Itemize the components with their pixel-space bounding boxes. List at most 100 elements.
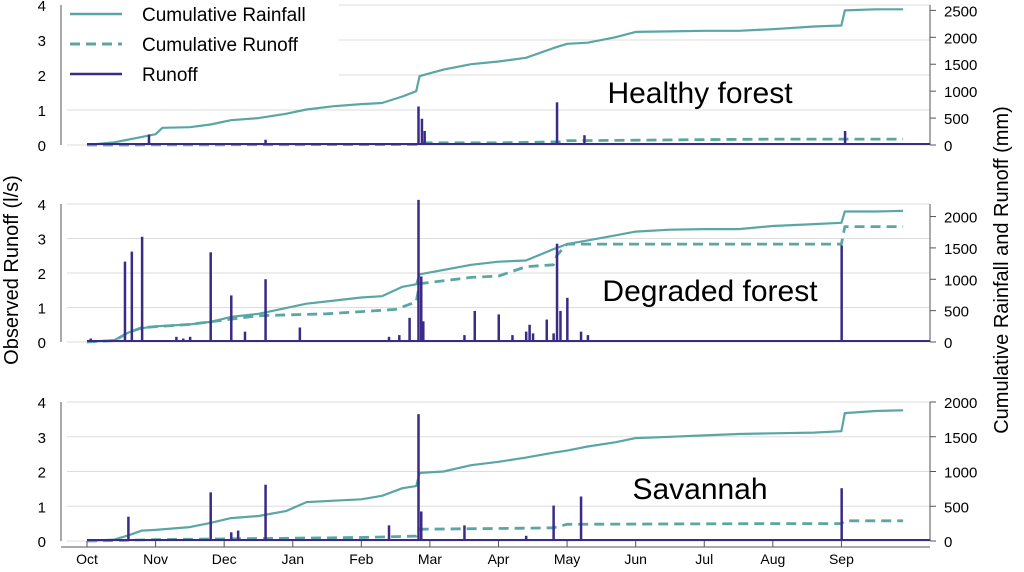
runoff-bar <box>840 488 843 541</box>
left-tick-label: 4 <box>38 0 46 15</box>
runoff-bar <box>243 331 247 342</box>
right-tick-label: 1000 <box>944 465 977 482</box>
left-tick-label: 0 <box>38 335 46 352</box>
runoff-bar <box>555 243 559 342</box>
runoff-bar <box>298 327 302 342</box>
x-tick-label: Dec <box>212 551 237 567</box>
panel-1: 0 1 2 3 4 0 500 1000 1500 2000 2500 Healthy forest <box>38 0 978 155</box>
runoff-bar <box>398 335 401 342</box>
x-tick-label: May <box>554 551 580 567</box>
runoff-bar <box>420 118 424 145</box>
x-tick-label: Jul <box>695 551 713 567</box>
cumulative-runoff-line <box>86 137 904 147</box>
legend-label: Runoff <box>142 65 198 86</box>
legend: Cumulative Rainfall Cumulative Runoff Runo… <box>63 0 339 98</box>
right-tick-label: 500 <box>944 304 969 321</box>
runoff-bar <box>387 525 391 541</box>
runoff-bar <box>408 317 411 342</box>
left-tick-label: 2 <box>38 465 46 482</box>
runoff-bar <box>230 532 233 541</box>
panel-3: 0 1 2 3 4 0 500 1000 1500 2000 Savannah <box>38 395 978 551</box>
x-axis: Oct Nov Dec Jan Feb Mar Apr May Jun Jul Aug Sep <box>61 541 930 567</box>
right-tick-label: 0 <box>944 534 952 551</box>
runoff-bar <box>127 516 130 541</box>
runoff-bar <box>188 336 192 342</box>
y-left-axis-label: Observed Runoff (l/s) <box>1 175 23 365</box>
x-tick-label: Oct <box>76 551 98 567</box>
x-tick-label: Sep <box>829 551 854 567</box>
runoff-bar <box>417 414 420 541</box>
runoff-bar <box>147 134 151 145</box>
runoff-bar <box>264 279 267 342</box>
cumulative-rainfall-line <box>86 409 904 543</box>
runoff-bar <box>209 492 212 541</box>
runoff-bar <box>497 314 500 342</box>
runoff-bar <box>511 335 514 342</box>
left-tick-label: 4 <box>38 395 46 412</box>
right-tick-label: 0 <box>944 335 952 352</box>
runoff-bar <box>531 333 535 342</box>
right-tick-label: 500 <box>944 499 969 516</box>
runoff-bar <box>559 310 562 342</box>
runoff-bar <box>387 336 391 342</box>
right-tick-label: 1500 <box>944 241 977 258</box>
panel-title: Degraded forest <box>602 275 818 308</box>
panel-title: Savannah <box>632 473 767 506</box>
right-tick-label: 0 <box>944 138 952 155</box>
legend-label: Cumulative Runoff <box>142 35 299 56</box>
runoff-bar <box>545 319 549 342</box>
x-tick-label: Feb <box>349 551 373 567</box>
runoff-bar <box>552 333 555 342</box>
legend-background <box>63 0 339 98</box>
x-tick-label: Aug <box>760 551 785 567</box>
x-tick-label: Jan <box>281 551 304 567</box>
runoff-bar <box>422 321 425 342</box>
right-tick-label: 2000 <box>944 30 977 47</box>
panel-title: Healthy forest <box>607 77 793 110</box>
runoff-bar <box>840 245 843 342</box>
right-tick-label: 2000 <box>944 395 977 412</box>
runoff-bar <box>524 535 528 541</box>
left-tick-label: 1 <box>38 499 46 516</box>
runoff-bar <box>417 199 420 342</box>
panel-2: 0 1 2 3 4 0 500 1000 1500 2000 Degraded forest <box>38 197 978 352</box>
runoff-bar <box>264 139 267 145</box>
runoff-bar <box>586 335 590 342</box>
x-tick-label: Nov <box>143 551 168 567</box>
runoff-bar <box>473 310 476 342</box>
left-tick-label: 2 <box>38 68 46 85</box>
y-right-axis-label: Cumulative Rainfall and Runoff (mm) <box>991 106 1013 434</box>
runoff-bar <box>130 251 134 342</box>
right-tick-label: 1000 <box>944 272 977 289</box>
runoff-bar <box>175 336 178 342</box>
runoff-bar <box>579 496 583 541</box>
left-tick-label: 3 <box>38 33 46 50</box>
runoff-bar <box>528 324 531 342</box>
left-tick-label: 3 <box>38 430 46 447</box>
runoff-bar <box>209 252 212 342</box>
runoff-bar <box>552 505 555 541</box>
right-tick-label: 1000 <box>944 84 977 101</box>
runoff-bar <box>230 295 233 342</box>
right-tick-label: 500 <box>944 111 969 128</box>
runoff-bar <box>566 297 569 342</box>
x-tick-label: Apr <box>488 551 510 567</box>
legend-label: Cumulative Rainfall <box>142 5 306 26</box>
right-tick-label: 1500 <box>944 430 977 447</box>
runoff-bar <box>463 335 466 342</box>
runoff-bar <box>423 131 426 145</box>
right-tick-label: 1500 <box>944 57 977 74</box>
runoff-bar <box>463 525 466 541</box>
cumulative-rainfall-line <box>86 8 904 147</box>
left-tick-label: 2 <box>38 266 46 283</box>
left-tick-label: 4 <box>38 197 46 214</box>
runoff-bar <box>583 135 586 145</box>
x-tick-label: Mar <box>418 551 442 567</box>
runoff-bar <box>417 106 420 145</box>
runoff-bar <box>524 331 528 342</box>
left-tick-label: 0 <box>38 534 46 551</box>
left-tick-label: 1 <box>38 301 46 318</box>
